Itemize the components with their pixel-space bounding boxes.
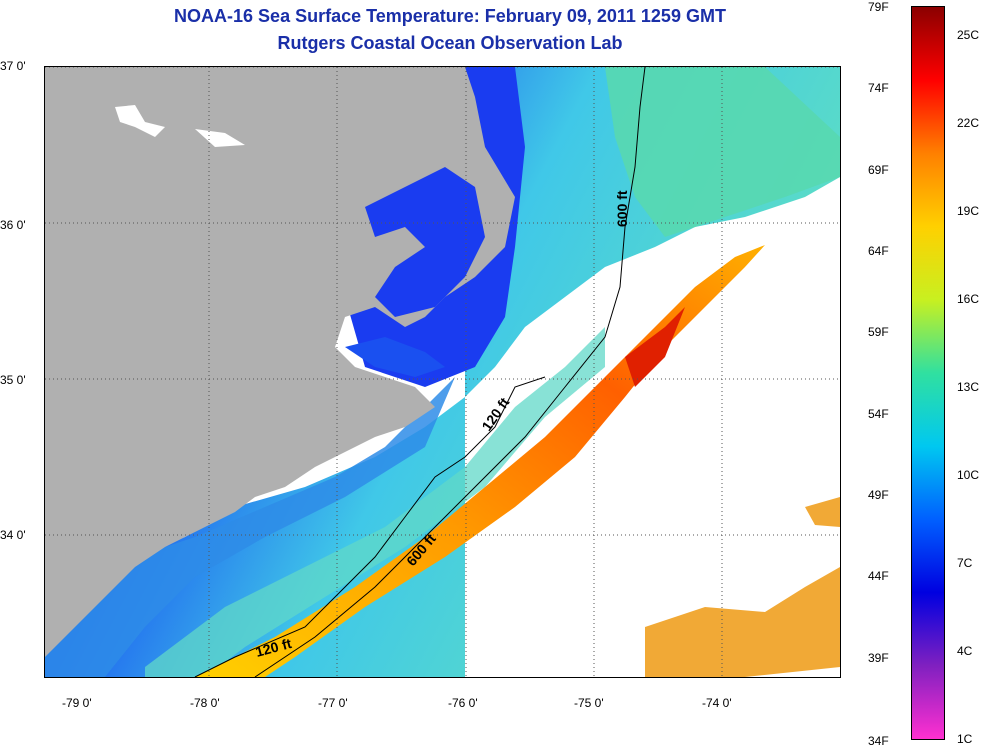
lon-label-79: -79 0' xyxy=(62,696,92,710)
map-title: NOAA-16 Sea Surface Temperature: Februar… xyxy=(174,6,726,26)
offshore-warm-patch-2 xyxy=(805,497,840,527)
shelf-blue xyxy=(45,377,455,677)
offshore-warm-patches xyxy=(645,567,840,677)
colorbar-c-19: 19C xyxy=(957,204,980,218)
temperature-colorbar xyxy=(911,6,945,740)
lat-label-35: 35 0' xyxy=(0,373,26,387)
colorbar-f-69: 69F xyxy=(868,163,889,177)
lon-label-76: -76 0' xyxy=(448,696,478,710)
lat-label-34: 34 0' xyxy=(0,528,26,542)
colorbar-f-79: 79F xyxy=(868,0,889,14)
contour-label-600-north: 600 ft xyxy=(614,190,630,227)
lat-label-37: 37 0' xyxy=(0,59,26,73)
colorbar-c-1: 1C xyxy=(957,732,973,746)
colorbar-c-16: 16C xyxy=(957,292,980,306)
colorbar-c-10: 10C xyxy=(957,468,980,482)
lon-label-74: -74 0' xyxy=(702,696,732,710)
colorbar-c-25: 25C xyxy=(957,28,980,42)
colorbar-f-34: 34F xyxy=(868,734,889,748)
pamlico-sound xyxy=(365,167,485,317)
colorbar-f-44: 44F xyxy=(868,569,889,583)
colorbar-f-64: 64F xyxy=(868,244,889,258)
colorbar-f-54: 54F xyxy=(868,407,889,421)
midshelf-teal xyxy=(145,327,605,677)
graticule xyxy=(45,67,840,677)
cloud-patch-2 xyxy=(195,129,245,147)
contour-120ft xyxy=(194,376,546,677)
lon-label-78: -78 0' xyxy=(190,696,220,710)
contour-600ft xyxy=(254,67,646,677)
lon-label-77: -77 0' xyxy=(318,696,348,710)
lon-label-75: -75 0' xyxy=(574,696,604,710)
cloud-patch-1 xyxy=(115,105,165,137)
sst-map: 600 ft 120 ft 600 ft 120 ft xyxy=(44,66,841,678)
colorbar-c-22: 22C xyxy=(957,116,980,130)
colorbar-f-39: 39F xyxy=(868,651,889,665)
colorbar-f-49: 49F xyxy=(868,488,889,502)
gulf-stream-core xyxy=(625,307,685,387)
sst-map-canvas: 600 ft 120 ft 600 ft 120 ft xyxy=(45,67,840,677)
lat-label-36: 36 0' xyxy=(0,218,26,232)
gulf-stream xyxy=(195,245,765,677)
colorbar-c-7: 7C xyxy=(957,556,973,570)
colorbar-f-74: 74F xyxy=(868,81,889,95)
colorbar-f-59: 59F xyxy=(868,325,889,339)
colorbar-c-4: 4C xyxy=(957,644,973,658)
colorbar-c-13: 13C xyxy=(957,380,980,394)
map-subtitle: Rutgers Coastal Ocean Observation Lab xyxy=(277,33,623,53)
neuse-estuary xyxy=(345,337,445,377)
